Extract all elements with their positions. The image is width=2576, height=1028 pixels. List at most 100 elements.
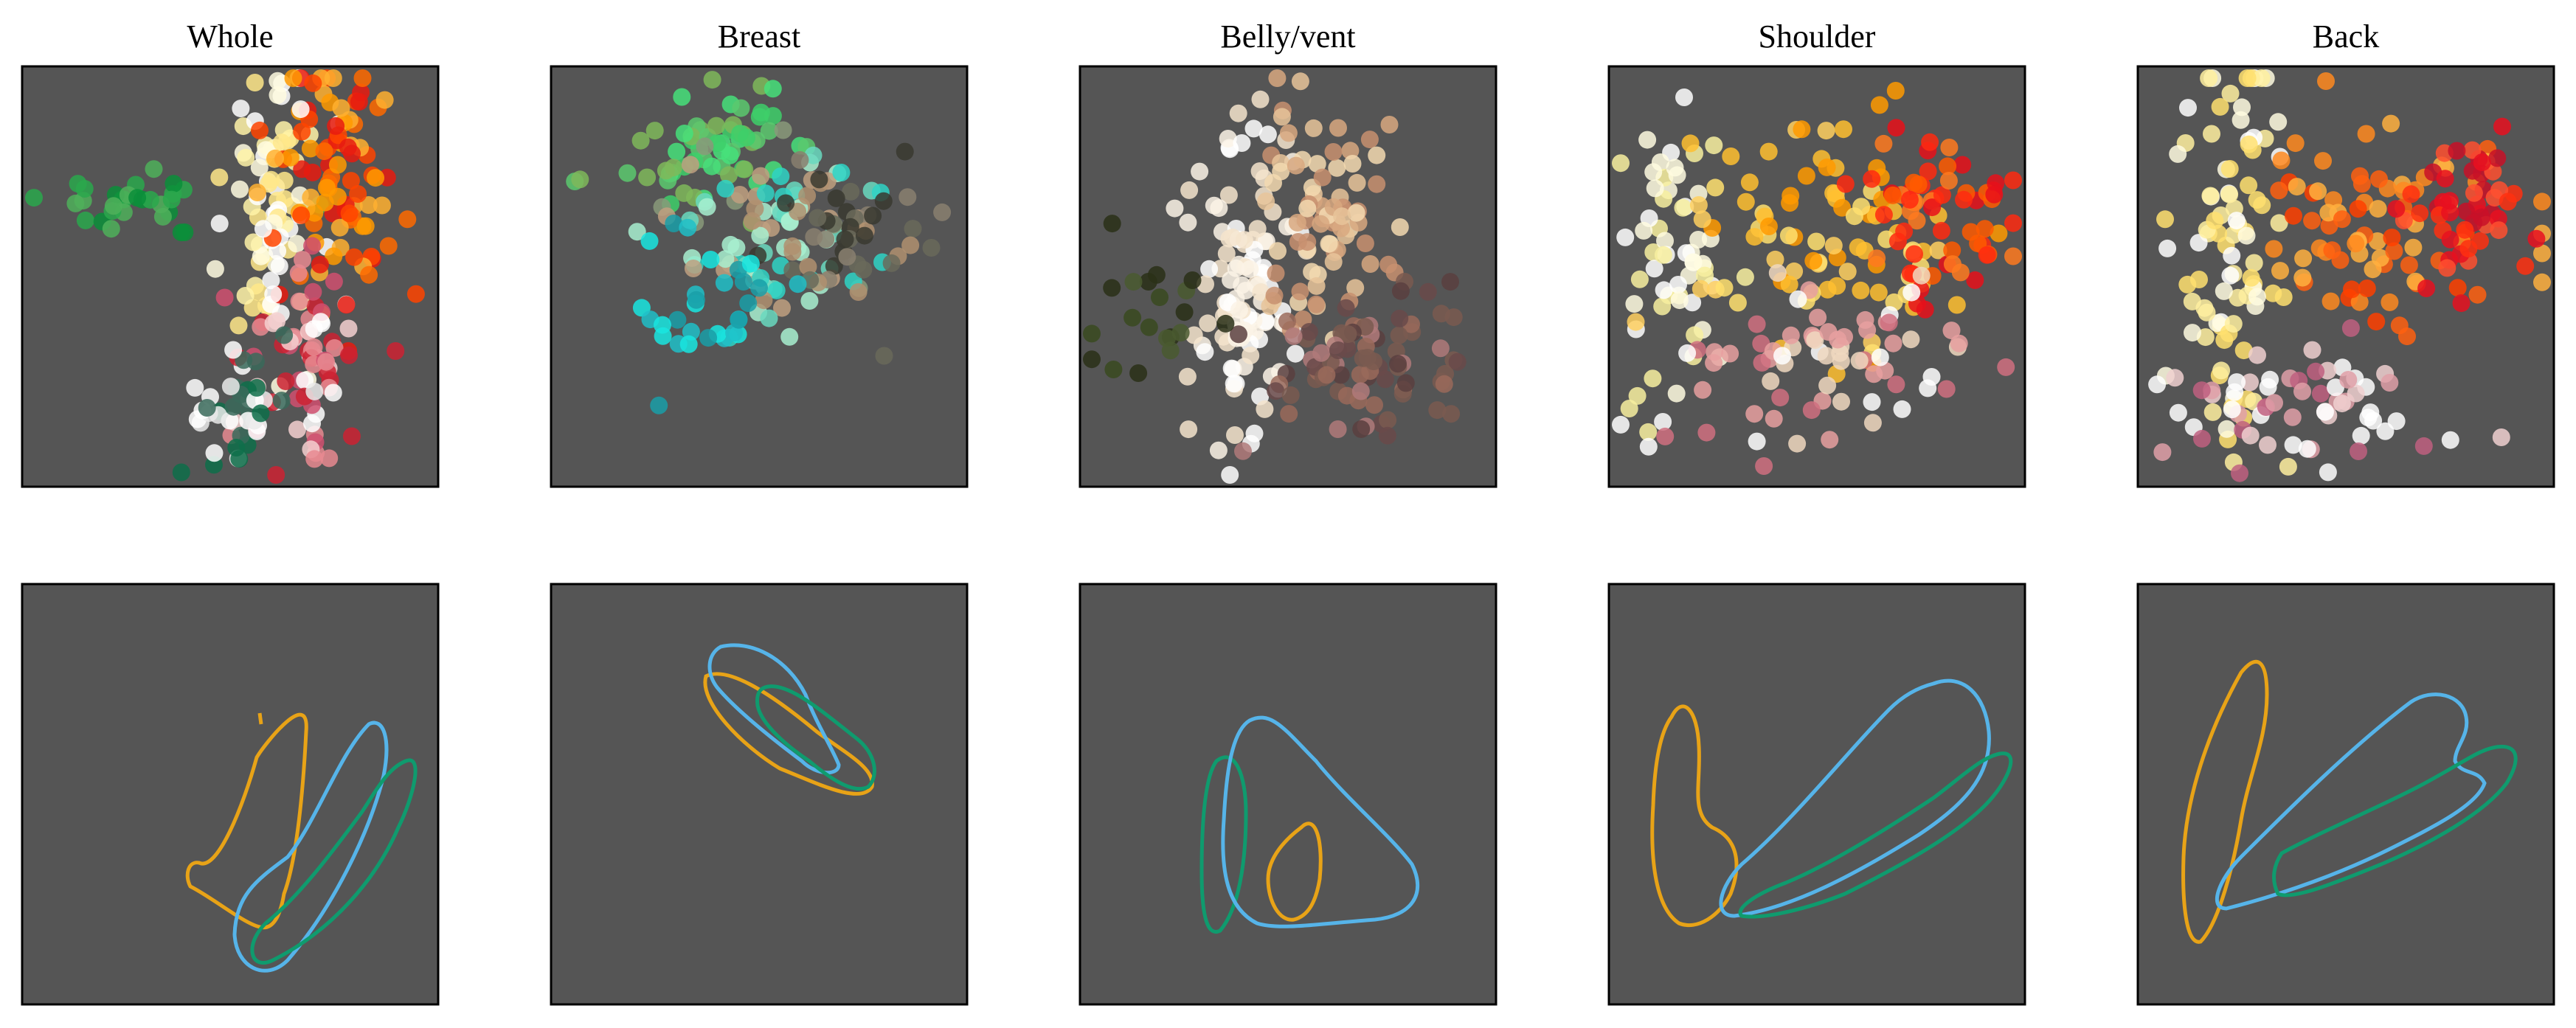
- scatter-point: [1755, 457, 1773, 475]
- scatter-point: [237, 148, 255, 167]
- scatter-point: [1721, 344, 1739, 363]
- scatter-point: [1287, 344, 1304, 363]
- scatter-point: [1943, 241, 1962, 260]
- scatter-point: [849, 283, 868, 301]
- scatter-point: [2352, 426, 2370, 445]
- scatter-point: [332, 99, 350, 117]
- scatter-point: [250, 159, 269, 177]
- scatter-point: [1140, 318, 1158, 336]
- scatter-point: [1697, 423, 1716, 442]
- scatter-point: [1304, 119, 1323, 137]
- scatter-points: [1612, 82, 2022, 475]
- scatter-point: [1625, 295, 1644, 313]
- scatter-point: [1678, 344, 1697, 362]
- scatter-point: [2217, 420, 2236, 438]
- scatter-point: [1745, 405, 1764, 423]
- scatter-point: [1869, 283, 1888, 302]
- scatter-point: [304, 74, 322, 92]
- scatter-point: [2169, 145, 2187, 163]
- scatter-point: [1171, 324, 1190, 342]
- scatter-panel-back: [2136, 65, 2555, 488]
- scatter-points: [1083, 69, 1467, 484]
- scatter-point: [2400, 256, 2418, 274]
- scatter-point: [1233, 134, 1251, 152]
- scatter-point: [1831, 344, 1849, 362]
- scatter-point: [232, 100, 250, 118]
- scatter-point: [1241, 260, 1259, 278]
- scatter-point: [305, 320, 323, 338]
- scatter-point: [638, 168, 657, 187]
- scatter-point: [1233, 276, 1251, 294]
- scatter-point: [2411, 204, 2429, 223]
- scatter-point: [2156, 210, 2174, 229]
- scatter-point: [1807, 232, 1826, 251]
- scatter-point: [1390, 326, 1408, 344]
- scatter-point: [2459, 240, 2478, 258]
- scatter-point: [2189, 234, 2208, 252]
- scatter-point: [1287, 156, 1305, 175]
- scatter-point: [1267, 382, 1285, 400]
- blue-contour: [1719, 678, 1991, 918]
- scatter-point: [1312, 215, 1330, 233]
- scatter-point: [206, 260, 224, 278]
- scatter-point: [1838, 263, 1857, 281]
- scatter-point: [186, 378, 204, 397]
- scatter-point: [2248, 346, 2266, 364]
- scatter-point: [1706, 178, 1725, 197]
- scatter-point: [1696, 266, 1714, 285]
- scatter-point: [780, 327, 799, 346]
- scatter-point: [2148, 375, 2167, 394]
- scatter-point: [1654, 246, 1672, 264]
- scatter-point: [2382, 114, 2400, 133]
- scatter-point: [1793, 120, 1811, 139]
- scatter-point: [2319, 463, 2337, 482]
- scatter-point: [1962, 223, 1980, 241]
- scatter-point: [716, 179, 735, 198]
- scatter-point: [2490, 221, 2508, 240]
- scatter-point: [267, 466, 285, 484]
- scatter-point: [2288, 178, 2306, 196]
- scatter-point: [104, 197, 122, 215]
- scatter-point: [1219, 186, 1238, 204]
- scatter-point: [2270, 181, 2288, 200]
- scatter-point: [1939, 157, 1957, 176]
- scatter-point: [246, 74, 264, 91]
- scatter-point: [1900, 190, 1919, 209]
- scatter-point: [1870, 96, 1888, 114]
- scatter-point: [864, 206, 882, 225]
- scatter-point: [2166, 369, 2184, 387]
- scatter-point: [1985, 185, 2004, 204]
- scatter-point: [2248, 288, 2266, 306]
- scatter-point: [1886, 82, 1905, 100]
- orange-contour: [703, 672, 874, 796]
- scatter-point: [1368, 146, 1386, 164]
- scatter-point: [398, 210, 417, 229]
- scatter-point: [716, 250, 735, 268]
- scatter-point: [2387, 200, 2406, 218]
- scatter-point: [2317, 72, 2335, 90]
- scatter-point: [1694, 381, 1712, 399]
- scatter-point: [698, 198, 716, 216]
- orange-contour-island: [257, 712, 263, 725]
- scatter-point: [1748, 315, 1766, 333]
- scatter-point: [1836, 175, 1855, 193]
- scatter-point: [1667, 384, 1686, 403]
- scatter-point: [1802, 401, 1821, 420]
- scatter-point: [1978, 246, 1996, 264]
- scatter-point: [668, 310, 687, 329]
- scatter-point: [773, 299, 791, 317]
- scatter-point: [2237, 226, 2256, 245]
- scatter-point: [1674, 198, 1692, 217]
- scatter-point: [2347, 235, 2365, 253]
- scatter-point: [305, 450, 324, 468]
- scatter-point: [810, 170, 828, 189]
- scatter-point: [2274, 288, 2293, 306]
- scatter-point: [2153, 443, 2172, 462]
- scatter-panel-shoulder: [1607, 65, 2026, 488]
- scatter-point: [153, 207, 172, 226]
- scatter-point: [1779, 226, 1798, 245]
- scatter-point: [1104, 361, 1123, 378]
- scatter-point: [1919, 162, 1937, 181]
- scatter-point: [251, 121, 269, 139]
- scatter-point: [1916, 300, 1934, 319]
